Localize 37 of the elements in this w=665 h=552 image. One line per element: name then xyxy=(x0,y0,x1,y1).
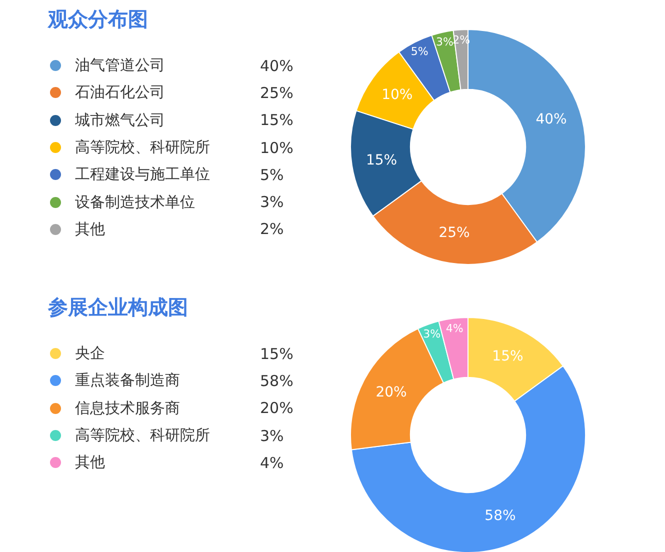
data-label: 15% xyxy=(492,348,524,365)
legend-label: 高等院校、科研院所 xyxy=(75,138,211,158)
data-label: 5% xyxy=(410,44,428,58)
text: 40% xyxy=(260,56,294,75)
text: 5% xyxy=(260,166,284,184)
legend-label: 石油石化公司 xyxy=(75,83,166,102)
text: 2% xyxy=(260,220,284,238)
text: 15% xyxy=(260,111,294,130)
legend-label: 工程建设与施工单位 xyxy=(75,165,211,184)
chart-title: 参展企业构成图 xyxy=(48,294,188,321)
data-label: 25% xyxy=(438,225,470,242)
data-label: 40% xyxy=(536,112,567,128)
data-label: 3% xyxy=(436,36,454,49)
legend-label: 设备制造技术单位 xyxy=(75,192,196,212)
legend-label: 油气管道公司 xyxy=(75,56,166,76)
legend-label: 城市燃气公司 xyxy=(75,110,166,130)
legend-label: 重点装备制造商 xyxy=(75,371,181,390)
legend-label: 其他 xyxy=(75,220,106,239)
data-label: 58% xyxy=(484,508,516,524)
text: 3% xyxy=(260,193,284,212)
text: 3% xyxy=(260,426,284,445)
text: 20% xyxy=(376,384,407,400)
text: 4% xyxy=(260,454,284,472)
legend-label: 央企 xyxy=(75,344,106,364)
legend-label: 高等院校、科研院所 xyxy=(75,426,211,446)
data-label: 4% xyxy=(446,322,464,335)
chart-title: 观众分布图 xyxy=(48,6,148,33)
data-label: 10% xyxy=(382,87,413,104)
data-label: 3% xyxy=(423,327,441,340)
text: 25% xyxy=(260,84,294,102)
text: 58% xyxy=(260,372,294,390)
legend-label: 其他 xyxy=(75,453,106,472)
data-label: 20% xyxy=(260,399,294,418)
text: 15% xyxy=(260,344,294,363)
data-label: 15% xyxy=(366,152,398,168)
text: 10% xyxy=(260,138,294,157)
legend-label: 信息技术服务商 xyxy=(75,398,181,418)
